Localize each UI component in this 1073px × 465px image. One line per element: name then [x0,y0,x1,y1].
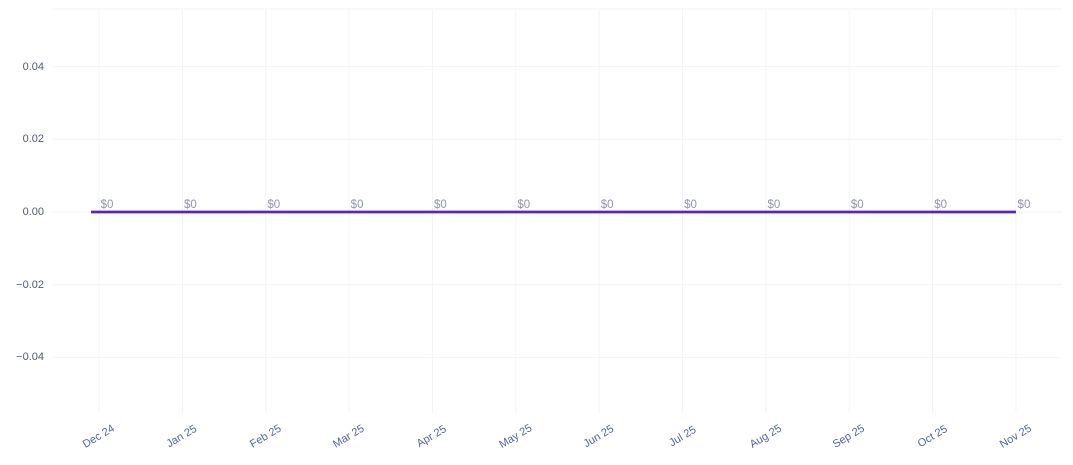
data-point-label: $0 [600,199,614,211]
y-axis-tick-label: 0.00 [22,206,44,218]
data-point-label: $0 [100,199,114,211]
data-point-label: $0 [1017,199,1031,211]
y-axis-tick-label: −0.04 [16,351,44,364]
data-point-label: $0 [934,199,947,211]
data-point-label: $0 [850,199,864,211]
data-point-label: $0 [350,199,364,211]
y-axis-tick-label: 0.04 [22,60,44,73]
y-axis-tick-label: −0.02 [16,278,44,291]
data-point-label: $0 [767,199,781,211]
data-point-label: $0 [267,199,281,211]
data-point-label: $0 [183,199,197,211]
data-point-label: $0 [434,199,447,211]
data-point-label: $0 [684,199,697,211]
data-point-label: $0 [517,199,531,211]
y-axis-tick-label: 0.02 [22,133,44,146]
